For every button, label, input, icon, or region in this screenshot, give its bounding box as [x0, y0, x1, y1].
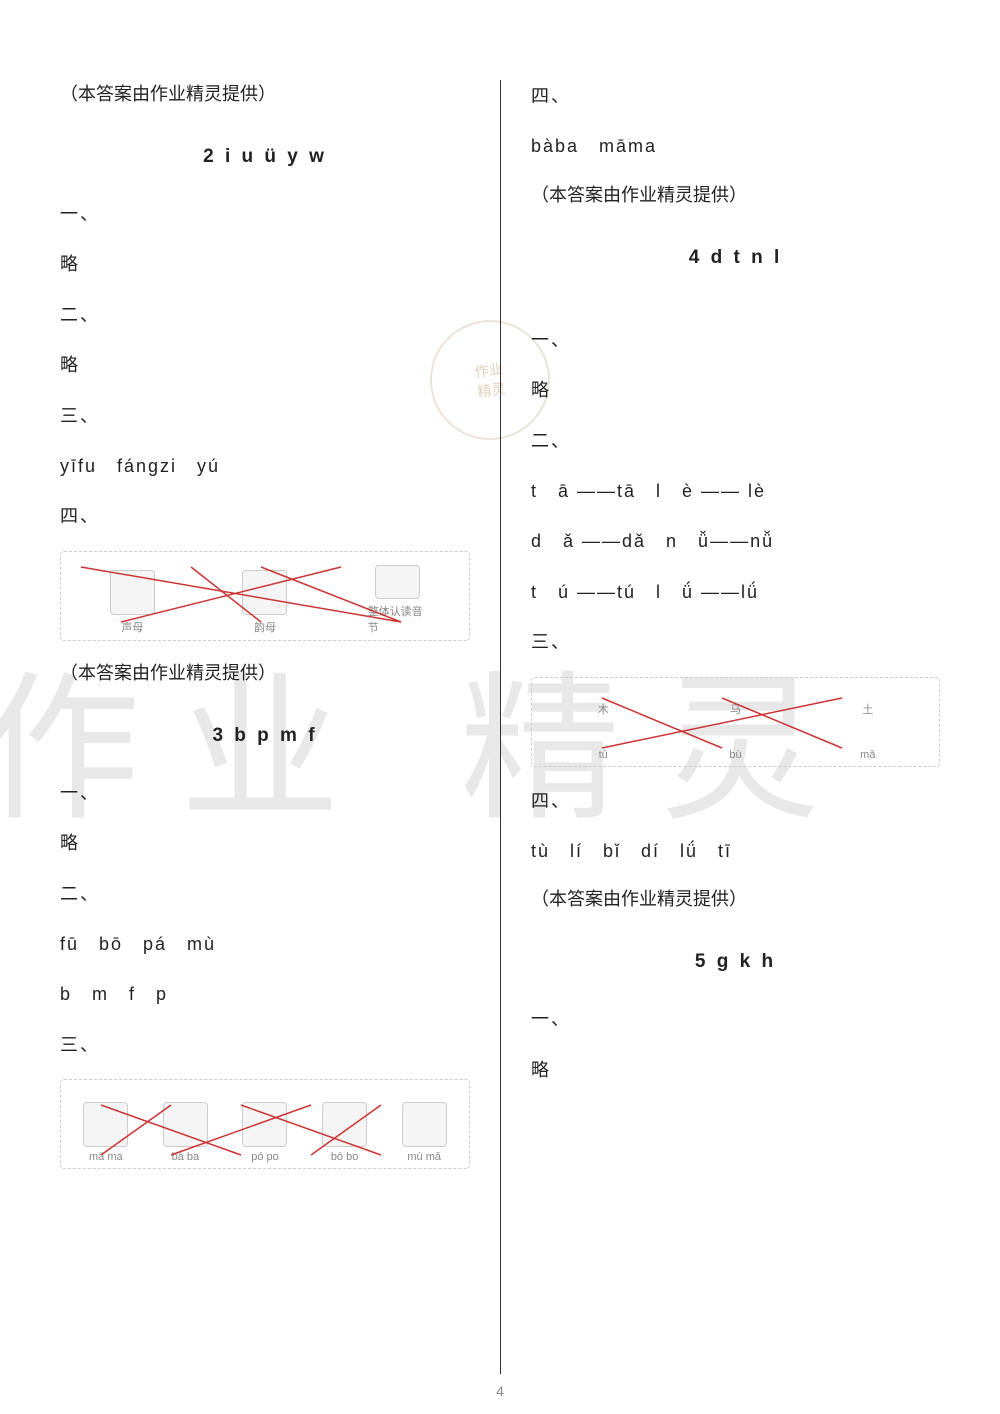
right-column: 四、 bàba māma （本答案由作业精灵提供） 4 d t n l 一、 略…	[500, 80, 940, 1374]
s2-item-4: 三、	[60, 400, 470, 432]
s3-item-3: fū bō pá mù	[60, 928, 470, 960]
attribution-mid-left: （本答案由作业精灵提供）	[60, 659, 470, 685]
s4-t0: 木	[598, 701, 609, 717]
s3c-item-0: 四、	[531, 80, 940, 112]
s2-item-6: 四、	[60, 500, 470, 532]
s4-item-3: t ā ——tā l è —— lè	[531, 475, 940, 507]
left-column: （本答案由作业精灵提供） 2 i u ü y w 一、 略 二、 略 三、 yī…	[60, 80, 500, 1374]
s2-figure-4: 声母 韵母 整体认读音节	[60, 551, 470, 641]
s2-node-1: 韵母	[235, 565, 295, 635]
s3-img-0: mā ma	[76, 1093, 136, 1163]
s4-item-0: 一、	[531, 324, 940, 356]
s4-b2: mǎ	[860, 749, 875, 761]
img-box	[242, 1102, 287, 1147]
s4-t2: 土	[862, 701, 873, 717]
s4-t1: 马	[730, 701, 741, 717]
s4-item-5: t ú ——tú l ǘ ——lǘ	[531, 576, 940, 608]
s4-after-1: tù lí bǐ dí lǘ tī	[531, 835, 940, 867]
spacer	[531, 299, 940, 324]
section-5-title: 5 g k h	[531, 951, 940, 973]
attribution-bot-right: （本答案由作业精灵提供）	[531, 885, 940, 911]
s3-img-4: mù mǎ	[394, 1093, 454, 1163]
s4-figure-bottom: tǔ bù mǎ	[532, 722, 939, 766]
img-box	[402, 1102, 447, 1147]
s4-b1: bù	[729, 749, 741, 761]
s2-item-1: 略	[60, 248, 470, 280]
s3-img-3: bō bo	[315, 1093, 375, 1163]
section-2-title: 2 i u ü y w	[60, 146, 470, 168]
s2-item-2: 二、	[60, 299, 470, 331]
s2-node-2: 整体认读音节	[368, 565, 428, 635]
s4-item-2: 二、	[531, 425, 940, 457]
s2-item-0: 一、	[60, 198, 470, 230]
node-box	[110, 570, 155, 615]
attribution-top-left: （本答案由作业精灵提供）	[60, 80, 470, 106]
s2-node-0: 声母	[102, 565, 162, 635]
s2-label-1: 韵母	[254, 619, 276, 635]
s5-item-0: 一、	[531, 1003, 940, 1035]
s4-top-2: 土	[838, 701, 898, 717]
s2-item-3: 略	[60, 349, 470, 381]
s3-item-5: 三、	[60, 1029, 470, 1061]
s3-lbl-0: mā ma	[89, 1151, 123, 1163]
s2-label-2: 整体认读音节	[368, 603, 428, 635]
s3c-item-1: bàba māma	[531, 130, 940, 162]
s3-img-2: pó po	[235, 1093, 295, 1163]
s2-figure-nodes: 声母 韵母 整体认读音节	[61, 552, 469, 640]
page-container: （本答案由作业精灵提供） 2 i u ü y w 一、 略 二、 略 三、 yī…	[60, 80, 940, 1374]
s4-bot-2: mǎ	[838, 749, 898, 761]
section-4-title: 4 d t n l	[531, 247, 940, 269]
s4-top-0: 木	[573, 701, 633, 717]
s4-after-0: 四、	[531, 785, 940, 817]
s3-item-1: 略	[60, 827, 470, 859]
s4-bot-1: bù	[705, 749, 765, 761]
s3-figure-row: mā ma bà ba pó po bō bo mù mǎ	[61, 1080, 469, 1168]
section-3-title: 3 b p m f	[60, 725, 470, 747]
s4-top-1: 马	[705, 701, 765, 717]
node-box	[242, 570, 287, 615]
s4-bot-0: tǔ	[573, 749, 633, 761]
s2-label-0: 声母	[121, 619, 143, 635]
s3-lbl-3: bō bo	[331, 1151, 359, 1163]
s2-item-5: yīfu fángzi yú	[60, 450, 470, 482]
s4-item-6: 三、	[531, 626, 940, 658]
s4-figure-top: 木 马 土	[532, 678, 939, 722]
s3-lbl-1: bà ba	[172, 1151, 200, 1163]
s3-item-0: 一、	[60, 777, 470, 809]
attribution-top-right: （本答案由作业精灵提供）	[531, 181, 940, 207]
node-box	[375, 565, 420, 599]
page-number: 4	[496, 1383, 504, 1399]
s4-item-1: 略	[531, 374, 940, 406]
s4-item-4: d ǎ ——dǎ n ǚ——nǚ	[531, 525, 940, 557]
s3-figure: mā ma bà ba pó po bō bo mù mǎ	[60, 1079, 470, 1169]
s3-lbl-4: mù mǎ	[407, 1151, 441, 1163]
s3-item-2: 二、	[60, 878, 470, 910]
s4-b0: tǔ	[599, 749, 608, 761]
img-box	[322, 1102, 367, 1147]
img-box	[83, 1102, 128, 1147]
s3-item-4: b m f p	[60, 978, 470, 1010]
s4-figure: 木 马 土 tǔ bù mǎ	[531, 677, 940, 767]
img-box	[163, 1102, 208, 1147]
s3-lbl-2: pó po	[251, 1151, 279, 1163]
s5-item-1: 略	[531, 1054, 940, 1086]
s3-img-1: bà ba	[155, 1093, 215, 1163]
